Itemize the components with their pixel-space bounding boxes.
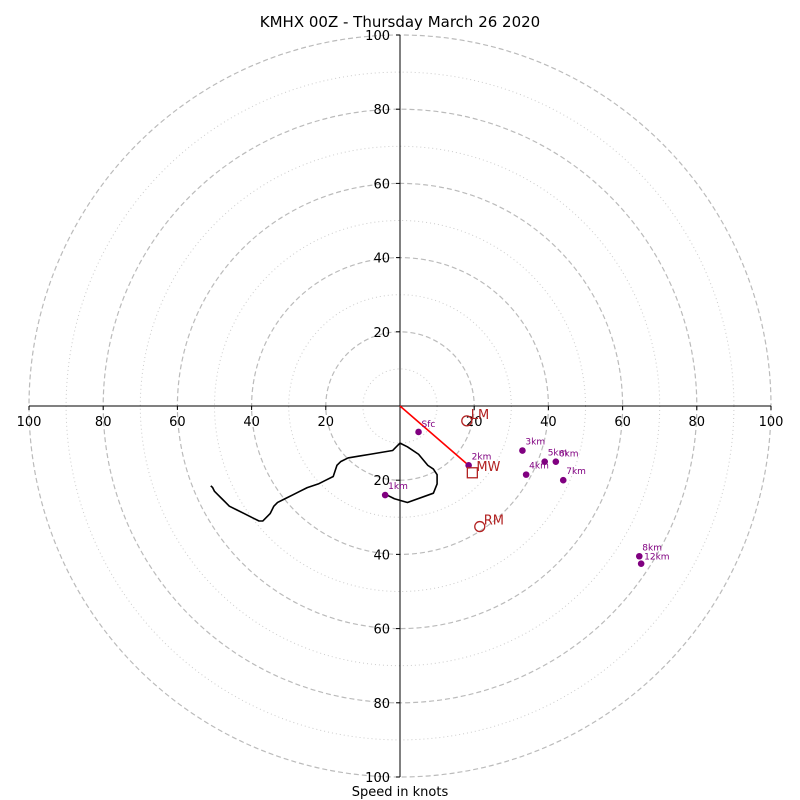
storm-motion-label: LM bbox=[471, 408, 489, 423]
height-marker-dot bbox=[635, 552, 643, 560]
storm-motion-marker bbox=[474, 520, 486, 533]
x-tick-label: 20 bbox=[466, 415, 483, 430]
height-marker-label: 7km bbox=[566, 467, 586, 477]
height-marker-dot bbox=[519, 447, 526, 454]
height-marker-label: Sfc bbox=[422, 420, 436, 430]
height-marker-label: 1km bbox=[388, 482, 408, 492]
height-marker-dot bbox=[541, 458, 548, 465]
height-marker-dot bbox=[559, 476, 567, 484]
height-marker-dot bbox=[465, 462, 472, 469]
y-tick-label: 60 bbox=[373, 177, 390, 192]
height-marker-dot bbox=[522, 471, 530, 478]
mean-wind-marker bbox=[466, 467, 478, 479]
shear-vector-group bbox=[399, 405, 470, 466]
x-axis-label: Speed in knots bbox=[352, 785, 449, 800]
height-marker-label: 6km bbox=[559, 450, 579, 460]
x-tick-label: 80 bbox=[95, 415, 112, 430]
x-tick-label: 100 bbox=[759, 415, 784, 430]
x-tick-label: 100 bbox=[17, 415, 42, 430]
storm-motion-label: RM bbox=[484, 514, 504, 529]
storm-motion-marker bbox=[461, 415, 473, 427]
y-tick-label: 100 bbox=[365, 771, 390, 786]
x-tick-label: 20 bbox=[318, 415, 335, 430]
height-marker-label: 8km bbox=[642, 543, 662, 553]
y-tick-label: 20 bbox=[373, 474, 390, 489]
height-marker-label: 2km bbox=[472, 452, 492, 462]
height-marker-dot bbox=[552, 458, 560, 465]
x-tick-label: 80 bbox=[689, 415, 706, 430]
y-tick-label: 40 bbox=[373, 548, 390, 563]
y-tick-label: 100 bbox=[365, 29, 390, 44]
height-marker-label: 3km bbox=[525, 438, 545, 448]
x-tick-label: 60 bbox=[169, 415, 186, 430]
chart-title: KMHX 00Z - Thursday March 26 2020 bbox=[260, 13, 540, 31]
y-tick-label: 60 bbox=[373, 623, 390, 638]
y-tick-label: 20 bbox=[373, 326, 390, 341]
shear-vector bbox=[399, 405, 470, 466]
x-tick-label: 40 bbox=[540, 415, 557, 430]
height-marker-dot bbox=[381, 491, 389, 499]
hodograph-trace-group bbox=[210, 442, 438, 522]
storm-motion-markers: LM MW RM bbox=[461, 408, 504, 533]
storm-motion-label: MW bbox=[476, 460, 500, 475]
y-tick-label: 80 bbox=[373, 103, 390, 118]
height-marker-dot bbox=[637, 560, 645, 567]
height-marker-dot bbox=[415, 428, 422, 436]
x-tick-label: 60 bbox=[614, 415, 631, 430]
y-tick-label: 40 bbox=[373, 252, 390, 267]
tick-labels: 100 100 80 80 60 60 40 40 20 20 20 20 40 40 60 60 80 80 10… bbox=[17, 29, 784, 786]
height-marker-label: 4km bbox=[529, 462, 549, 472]
height-marker-label: 12km bbox=[644, 553, 669, 563]
x-tick-label: 40 bbox=[243, 415, 260, 430]
hodograph-trace bbox=[210, 442, 438, 522]
height-marker-label: 5km bbox=[548, 449, 568, 459]
y-tick-label: 80 bbox=[373, 697, 390, 712]
